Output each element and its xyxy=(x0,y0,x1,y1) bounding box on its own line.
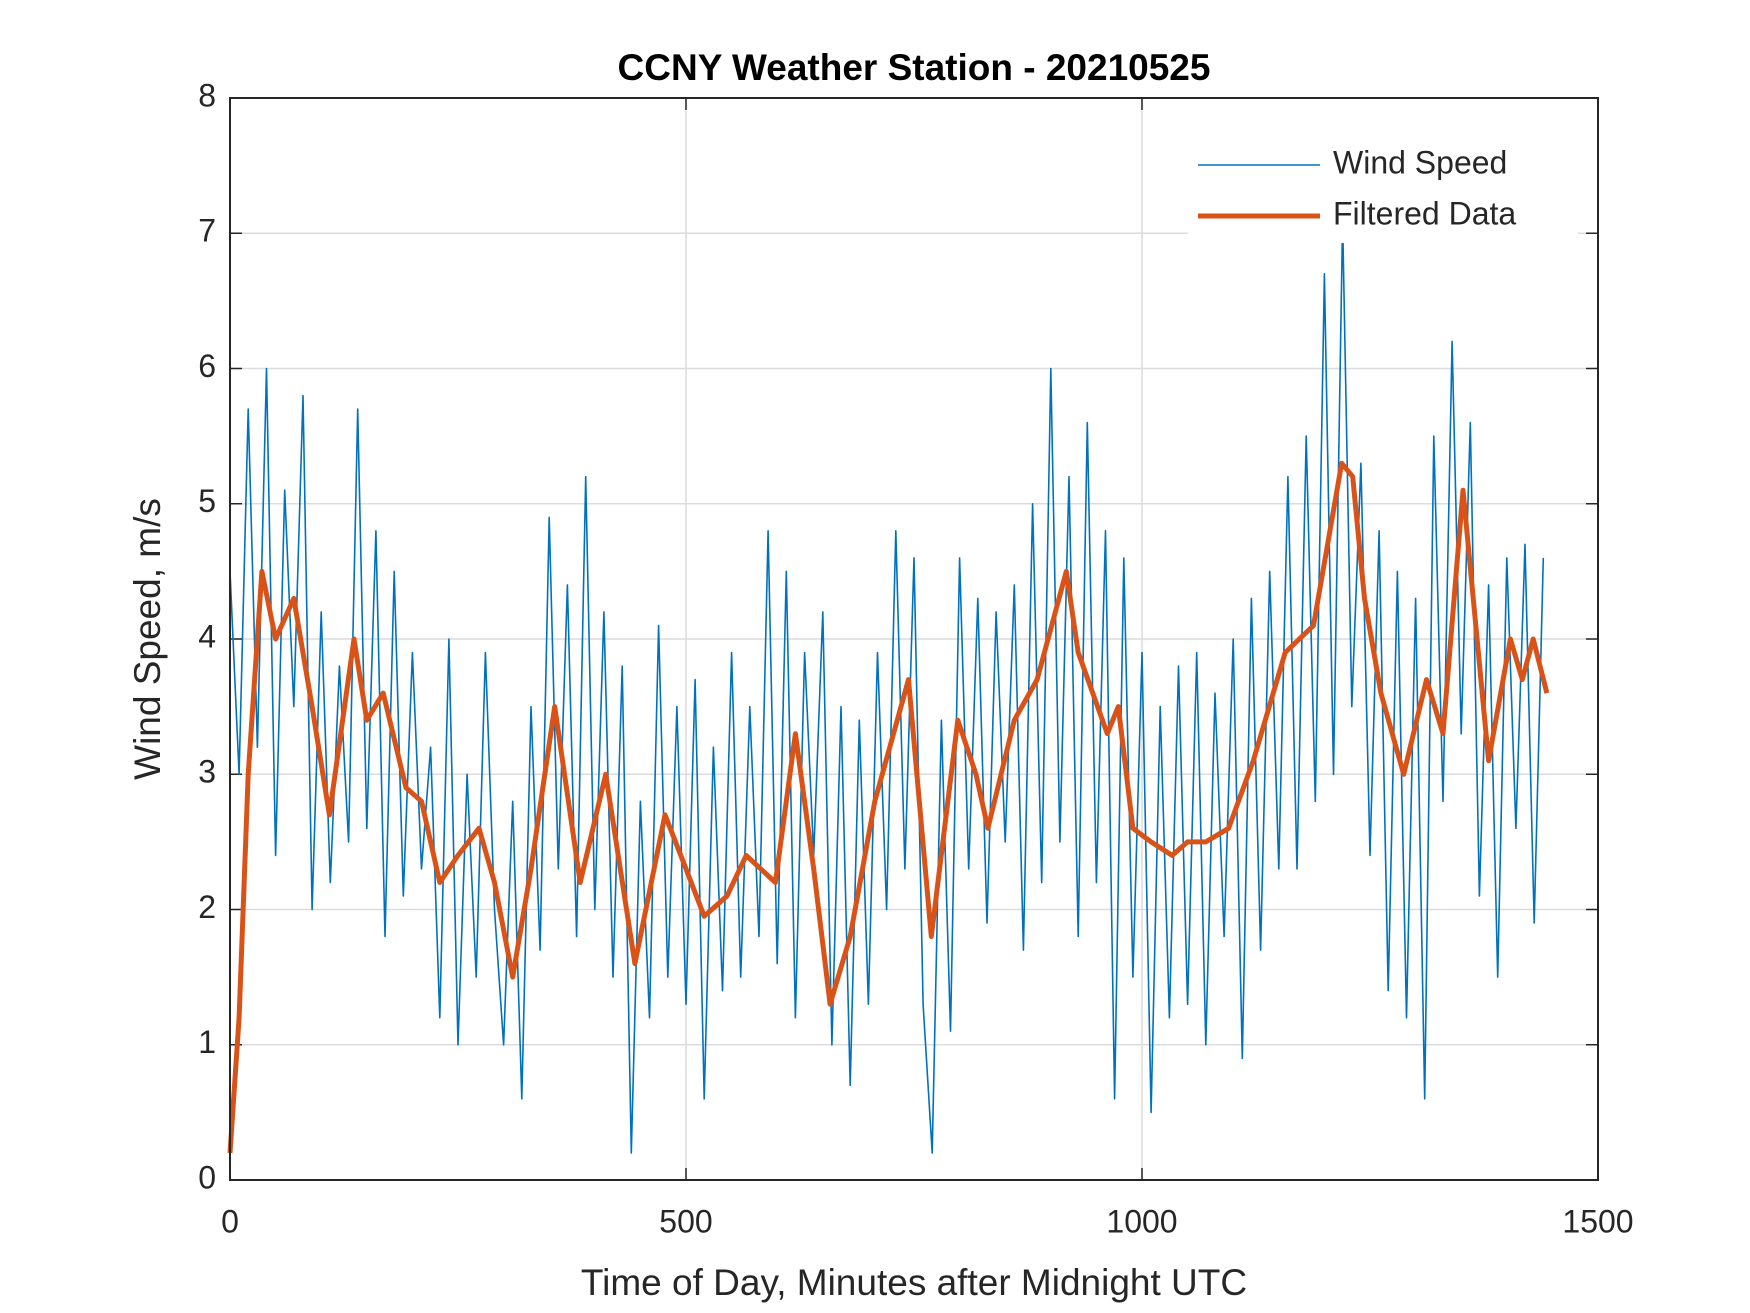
y-tick-label: 3 xyxy=(198,754,216,790)
series-line xyxy=(229,218,1545,1154)
y-tick-label: 5 xyxy=(198,483,216,519)
legend-label: Filtered Data xyxy=(1333,195,1516,231)
legend-label: Wind Speed xyxy=(1333,144,1507,180)
y-tick-label: 7 xyxy=(198,213,216,249)
legend-box xyxy=(1188,133,1578,243)
y-tick-label: 2 xyxy=(198,889,216,925)
y-tick-label: 0 xyxy=(198,1159,216,1195)
x-tick-label: 1000 xyxy=(1106,1203,1177,1239)
y-tick-label: 8 xyxy=(198,77,216,113)
x-tick-label: 1500 xyxy=(1562,1203,1633,1239)
x-tick-label: 500 xyxy=(659,1203,712,1239)
y-tick-label: 6 xyxy=(198,348,216,384)
axes-box xyxy=(229,97,1599,1181)
series-line xyxy=(227,460,1550,1154)
x-axis-label: Time of Day, Minutes after Midnight UTC xyxy=(581,1262,1247,1303)
chart-title: CCNY Weather Station - 20210525 xyxy=(618,47,1211,88)
y-tick-label: 4 xyxy=(198,618,216,654)
y-tick-label: 1 xyxy=(198,1024,216,1060)
x-tick-label: 0 xyxy=(221,1203,239,1239)
y-axis-label: Wind Speed, m/s xyxy=(127,498,168,780)
